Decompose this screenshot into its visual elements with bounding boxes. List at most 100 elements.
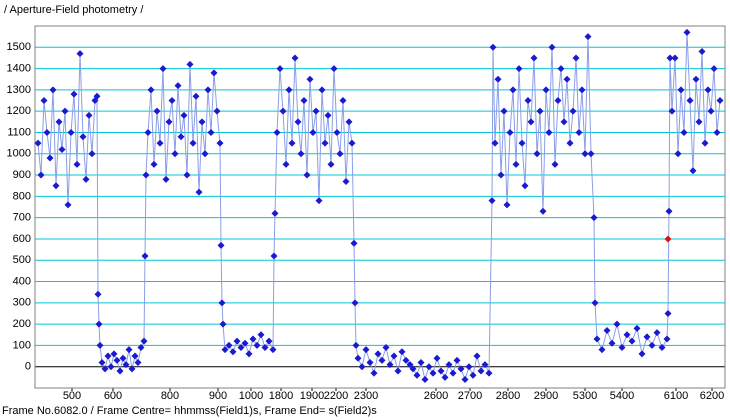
data-point: [49, 86, 57, 94]
data-point: [306, 75, 314, 83]
data-point: [628, 337, 636, 345]
x-tick-label: 2900: [534, 390, 558, 402]
data-point: [58, 146, 66, 154]
data-point: [491, 139, 499, 147]
data-point: [221, 346, 229, 354]
data-point: [638, 350, 646, 358]
data-point: [593, 335, 601, 343]
data-point: [445, 361, 453, 369]
data-point: [663, 335, 671, 343]
data-point: [333, 128, 341, 136]
data-point: [515, 65, 523, 73]
data-point: [704, 86, 712, 94]
data-point: [159, 65, 167, 73]
y-tick-label: 400: [13, 275, 31, 287]
data-point: [271, 209, 279, 217]
x-tick-label: 800: [161, 390, 179, 402]
data-point: [701, 139, 709, 147]
data-point: [137, 344, 145, 352]
data-point: [406, 361, 414, 369]
data-point: [207, 128, 215, 136]
data-point: [503, 201, 511, 209]
data-point: [273, 128, 281, 136]
x-tick-label: 2200: [324, 390, 348, 402]
data-point: [291, 54, 299, 62]
data-point: [390, 352, 398, 360]
data-point: [485, 369, 493, 377]
data-point: [119, 354, 127, 362]
data-point: [603, 327, 611, 335]
data-point: [61, 107, 69, 115]
data-point: [536, 107, 544, 115]
data-point: [303, 171, 311, 179]
data-point: [664, 309, 672, 317]
chart-title: / Aperture-Field photometry /: [4, 4, 144, 16]
data-point: [327, 160, 335, 168]
data-point: [461, 375, 469, 383]
data-point: [394, 367, 402, 375]
data-point: [34, 139, 42, 147]
data-point: [598, 346, 606, 354]
data-point: [437, 367, 445, 375]
data-point: [668, 107, 676, 115]
data-point: [686, 97, 694, 105]
data-point: [481, 361, 489, 369]
x-tick-label: 2600: [424, 390, 448, 402]
data-point: [40, 97, 48, 105]
data-point: [67, 128, 75, 136]
data-point: [554, 97, 562, 105]
data-point: [512, 160, 520, 168]
data-point: [374, 350, 382, 358]
data-point: [183, 171, 191, 179]
data-point: [698, 48, 706, 56]
y-tick-label: 500: [13, 254, 31, 266]
data-point: [95, 320, 103, 328]
x-tick-label: 2300: [354, 390, 378, 402]
data-point: [677, 86, 685, 94]
data-point: [402, 356, 410, 364]
data-point: [716, 97, 724, 105]
data-point: [584, 33, 592, 41]
x-tick-label: 2700: [458, 390, 482, 402]
x-tick-label: 1000: [239, 390, 263, 402]
data-point: [566, 139, 574, 147]
x-tick-label: 6200: [700, 390, 724, 402]
status-footer: Frame No.6082.0 / Frame Centre= hhmmss(F…: [2, 405, 377, 417]
data-point: [524, 97, 532, 105]
data-point: [116, 367, 124, 375]
data-point: [608, 339, 616, 347]
data-point: [433, 354, 441, 362]
data-point: [189, 139, 197, 147]
data-point: [409, 365, 417, 373]
data-point: [70, 90, 78, 98]
data-point: [563, 75, 571, 83]
data-point: [354, 354, 362, 362]
data-point: [288, 139, 296, 147]
data-point: [98, 358, 106, 366]
data-point: [309, 128, 317, 136]
data-point: [623, 331, 631, 339]
data-point: [548, 43, 556, 51]
data-point: [85, 111, 93, 119]
data-point: [551, 160, 559, 168]
data-point: [140, 337, 148, 345]
y-tick-label: 200: [13, 318, 31, 330]
data-point: [591, 299, 599, 307]
data-point: [683, 28, 691, 36]
data-point: [613, 320, 621, 328]
data-point: [521, 182, 529, 190]
data-point: [382, 344, 390, 352]
data-point: [618, 344, 626, 352]
data-point: [665, 207, 673, 215]
data-point: [76, 50, 84, 58]
x-tick-label: 6100: [664, 390, 688, 402]
data-point: [321, 139, 329, 147]
data-point: [417, 358, 425, 366]
plot-area: 0 100 200 300 400 500 600 700 800 900 1000 1100 1200…: [7, 25, 726, 402]
data-point: [489, 43, 497, 51]
data-point: [46, 154, 54, 162]
data-point: [664, 235, 672, 243]
data-point: [358, 363, 366, 371]
data-point: [276, 65, 284, 73]
data-point: [217, 241, 225, 249]
